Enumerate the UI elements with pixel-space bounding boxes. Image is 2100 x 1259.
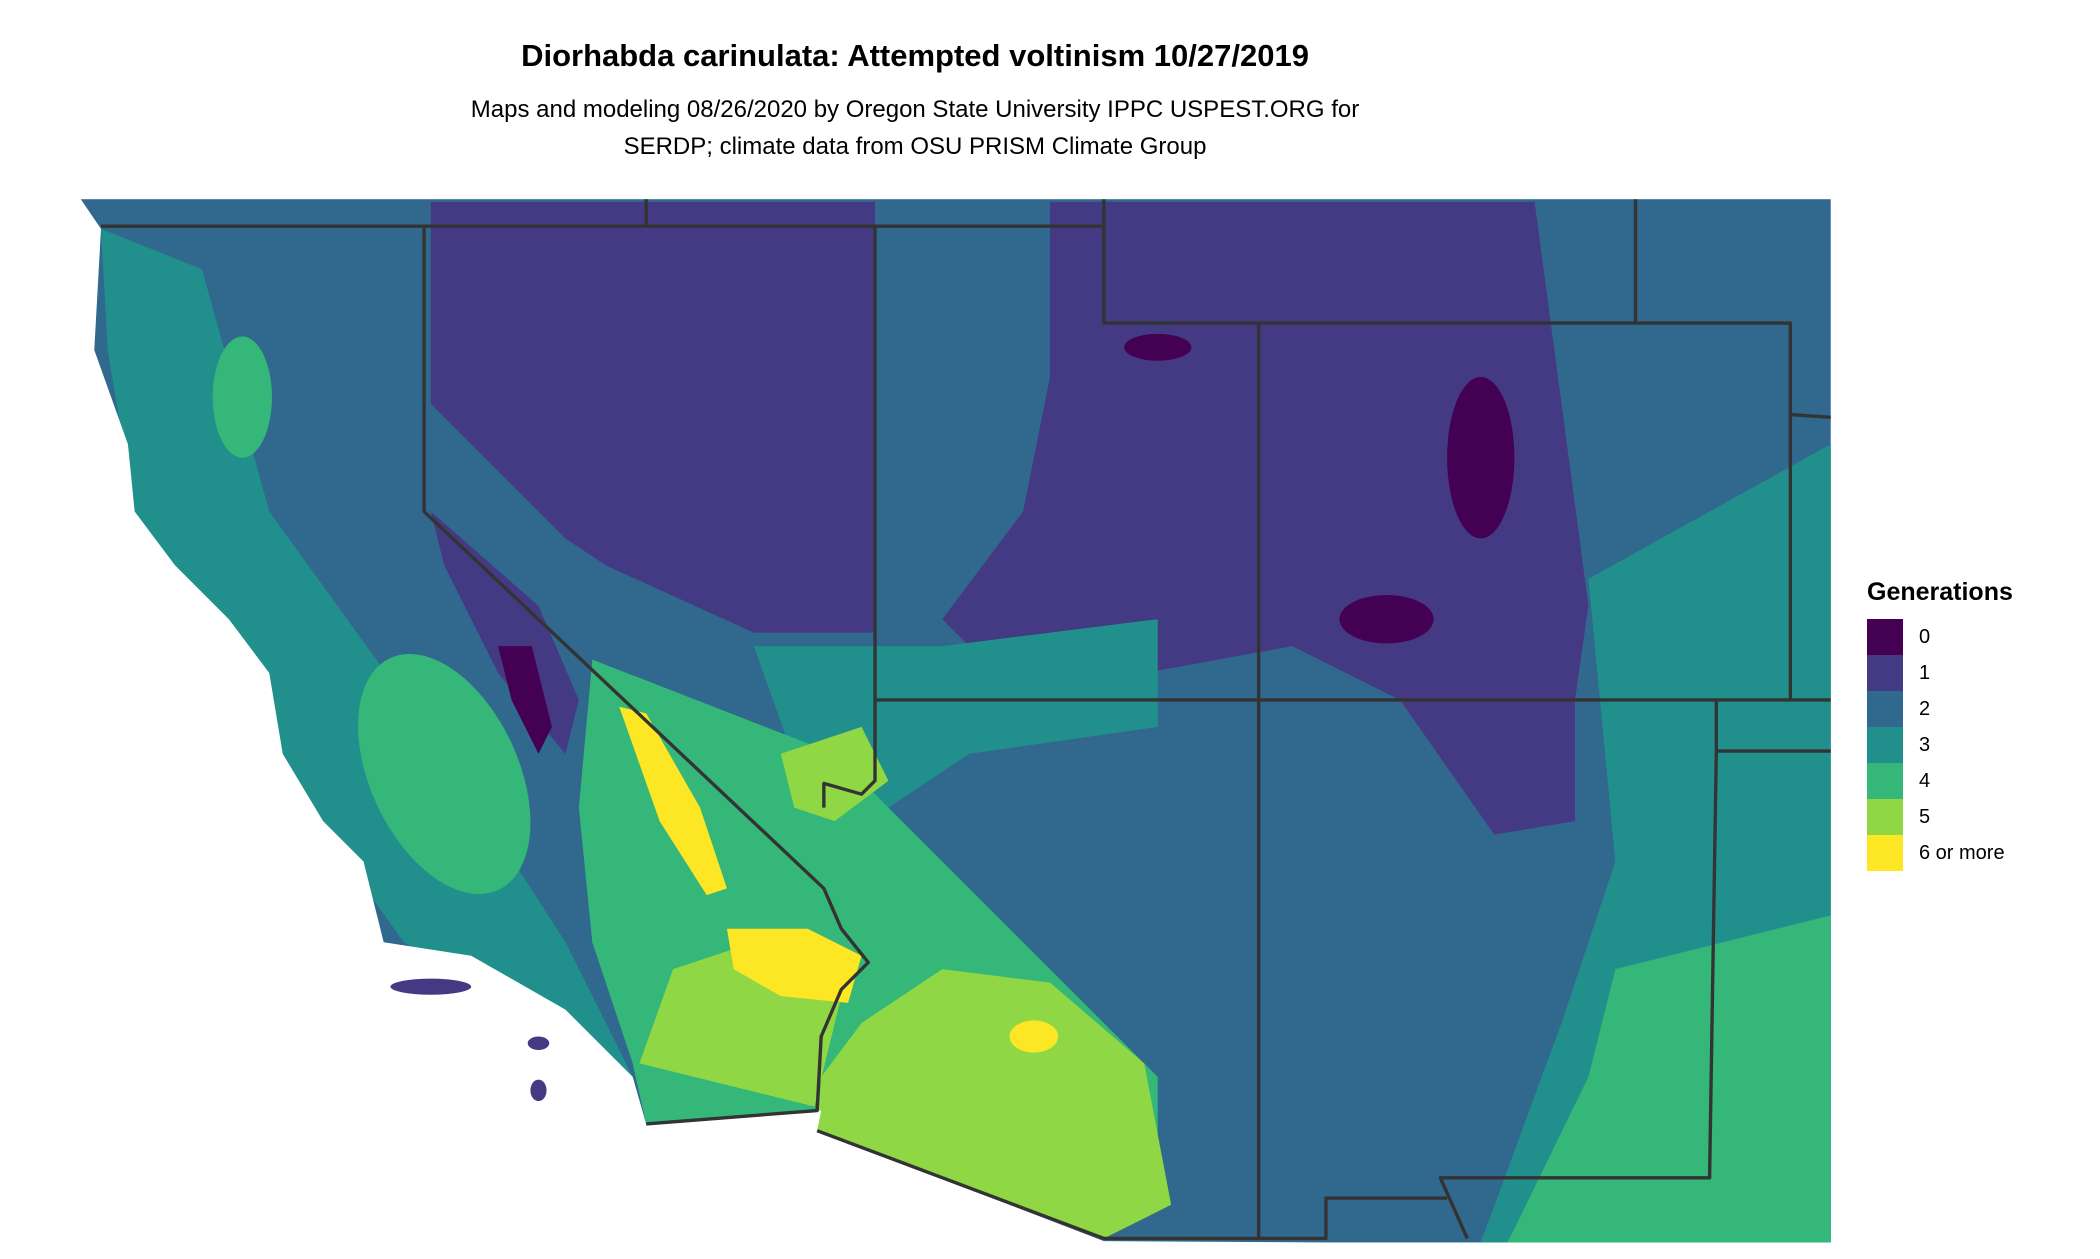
legend-label: 0 [1919,625,1931,648]
zone-0-colorado-south [1339,594,1434,644]
legend-swatch [1867,763,1903,799]
legend-label: 6 or more [1919,841,2005,864]
border-nm-tx-west [1438,751,1718,1240]
legend-label: 4 [1919,769,1931,792]
legend-title: Generations [1867,578,2013,606]
legend-item: 0 [1867,619,2013,655]
zone-4-sacramento-valley [212,336,272,458]
legend-item: 5 [1867,799,2013,835]
ocean-and-mexico [0,188,1326,1259]
legend-swatch [1867,691,1903,727]
zone-6-colorado-river [726,928,862,1003]
map-subtitle-line-1: Maps and modeling 08/26/2020 by Oregon S… [470,96,1360,123]
legend-item: 3 [1867,727,2013,763]
zone-1-utah-colorado [942,201,1589,835]
zone-6-death-valley [619,706,727,896]
channel-island [390,978,472,995]
border-ut-wy [1102,199,1793,700]
legend-label: 1 [1919,661,1931,684]
border-ca-nv [422,226,870,1126]
legend-swatch [1867,799,1903,835]
channel-island [530,1079,547,1102]
zone-0-utah [1124,333,1192,361]
border-az-mexico [816,1129,1448,1241]
channel-island [527,1036,550,1050]
legend-label: 2 [1919,697,1931,720]
border-ne-ks [1790,412,1831,419]
zone-0-sierra [498,646,552,754]
zone-0-colorado-north [1447,376,1515,539]
map-title: Diorhabda carinulata: Attempted voltinis… [521,38,1309,73]
legend-item: 2 [1867,691,2013,727]
legend-swatch [1867,835,1903,871]
legend-swatch [1867,655,1903,691]
legend: Generations 0 1 2 3 4 5 6 or more [1867,578,2013,871]
zone-5-southern-arizona [817,969,1172,1239]
legend-swatch [1867,727,1903,763]
border-nv-ut [822,226,877,808]
legend-label: 5 [1919,805,1931,828]
legend-swatch [1867,619,1903,655]
zone-4-central-valley [358,653,531,895]
zone-6-phoenix [1009,1020,1059,1053]
legend-item: 4 [1867,763,2013,799]
map-subtitle-line-2: SERDP; climate data from OSU PRISM Clima… [623,133,1207,160]
zone-4-southeast [1507,915,1831,1243]
legend-label: 3 [1919,733,1931,756]
legend-item: 1 [1867,655,2013,691]
zone-5-lake-mead [780,726,889,822]
mexico-east [1467,1242,1831,1259]
legend-item: 6 or more [1867,835,2013,871]
zone-1-nevada [430,201,876,633]
